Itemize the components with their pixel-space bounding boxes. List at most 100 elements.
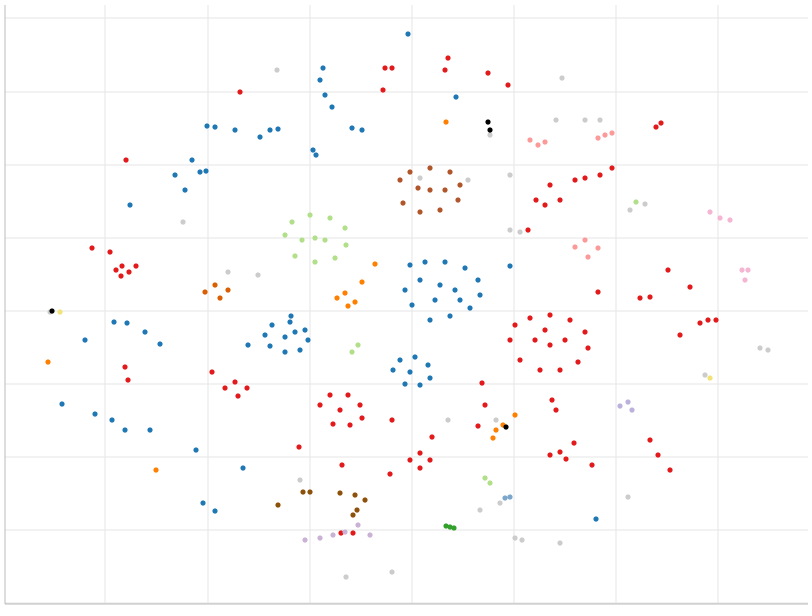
point xyxy=(427,375,433,381)
point xyxy=(310,147,316,153)
point xyxy=(490,435,496,441)
point xyxy=(405,31,411,37)
point xyxy=(687,284,693,290)
point xyxy=(362,497,368,503)
point xyxy=(745,267,751,273)
point xyxy=(505,82,511,88)
point xyxy=(482,402,488,408)
point xyxy=(602,132,608,138)
point xyxy=(126,269,132,275)
point xyxy=(402,381,408,387)
point xyxy=(477,507,483,513)
point xyxy=(217,295,223,301)
point xyxy=(289,219,295,225)
point xyxy=(665,267,671,273)
point xyxy=(359,279,365,285)
point xyxy=(322,237,328,243)
point xyxy=(327,392,333,398)
point xyxy=(338,530,344,536)
point xyxy=(447,313,453,319)
point xyxy=(562,337,568,343)
point xyxy=(387,471,393,477)
point xyxy=(330,532,336,538)
point xyxy=(343,242,349,248)
point xyxy=(299,237,305,243)
point xyxy=(274,67,280,73)
point xyxy=(125,377,131,383)
point xyxy=(537,367,543,373)
point xyxy=(292,329,298,335)
point xyxy=(240,465,246,471)
point xyxy=(343,574,349,580)
point xyxy=(533,197,539,203)
point xyxy=(409,302,415,308)
point xyxy=(547,342,553,348)
point xyxy=(647,437,653,443)
point xyxy=(447,169,453,175)
point xyxy=(765,347,771,353)
point xyxy=(519,537,525,543)
point xyxy=(595,289,601,295)
point xyxy=(442,67,448,73)
point xyxy=(350,530,356,536)
point xyxy=(742,277,748,283)
point xyxy=(157,341,163,347)
point xyxy=(282,232,288,238)
point xyxy=(485,119,491,125)
point xyxy=(457,182,463,188)
point xyxy=(232,127,238,133)
point xyxy=(589,462,595,468)
point xyxy=(713,317,719,323)
point xyxy=(625,494,631,500)
point xyxy=(542,327,548,333)
point xyxy=(572,177,578,183)
point xyxy=(497,500,503,506)
point xyxy=(133,263,139,269)
point xyxy=(507,337,513,343)
point xyxy=(517,229,523,235)
point xyxy=(617,403,623,409)
point xyxy=(147,427,153,433)
point xyxy=(582,237,588,243)
point xyxy=(345,392,351,398)
point xyxy=(209,369,215,375)
point xyxy=(355,522,361,528)
point xyxy=(297,477,303,483)
point xyxy=(334,295,340,301)
point xyxy=(123,157,129,163)
point xyxy=(582,175,588,181)
point xyxy=(487,132,493,138)
point xyxy=(557,367,563,373)
point xyxy=(197,169,203,175)
point xyxy=(527,137,533,143)
point xyxy=(402,287,408,293)
point xyxy=(582,329,588,335)
point xyxy=(390,367,396,373)
point xyxy=(457,297,463,303)
point xyxy=(212,508,218,514)
point xyxy=(307,212,313,218)
point xyxy=(465,177,471,183)
point xyxy=(479,380,485,386)
point xyxy=(557,449,563,455)
point xyxy=(627,207,633,213)
point xyxy=(330,421,336,427)
point xyxy=(637,295,643,301)
point xyxy=(553,407,559,413)
point xyxy=(542,139,548,145)
point xyxy=(345,303,351,309)
point xyxy=(407,262,413,268)
point xyxy=(332,255,338,261)
point xyxy=(503,424,509,430)
point xyxy=(212,282,218,288)
point xyxy=(322,92,328,98)
point xyxy=(507,172,513,178)
point xyxy=(422,259,428,265)
point xyxy=(475,277,481,283)
point xyxy=(447,524,453,530)
point xyxy=(642,201,648,207)
point xyxy=(202,289,208,295)
point xyxy=(547,452,553,458)
point xyxy=(739,267,745,273)
point xyxy=(427,457,433,463)
